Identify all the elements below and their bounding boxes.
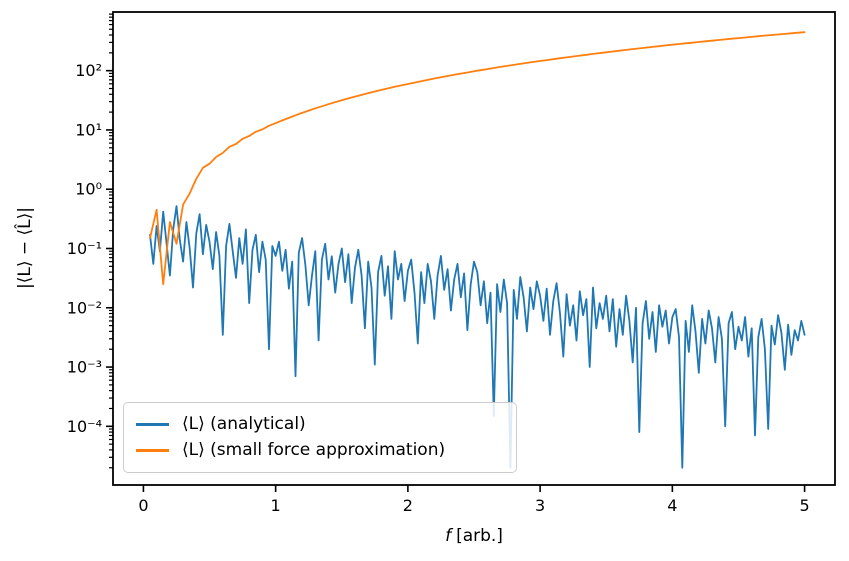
legend-swatch-small-force-approx	[136, 449, 169, 453]
y-axis-ticks: 10² 10¹ 10⁰ 10⁻¹ 10⁻² 10⁻³ 10⁻⁴	[67, 13, 113, 469]
x-axis-ticks: 0 1 2 3 4 5	[138, 485, 810, 515]
y-tick-label: 10²	[75, 61, 102, 80]
x-axis-label-unit: [arb.]	[456, 526, 503, 546]
series-lines	[149, 31, 806, 469]
legend-item-small-force-approx: ⟨L⟩ (small force approximation)	[136, 441, 504, 460]
x-tick-label: 0	[138, 496, 148, 515]
y-tick-label: 10⁻¹	[67, 239, 102, 258]
x-tick-label: 1	[271, 496, 281, 515]
x-tick-label: 3	[535, 496, 545, 515]
y-axis-label: |⟨L⟩ − ⟨L̂⟩|	[14, 207, 35, 289]
x-axis-label: f [arb.]	[445, 526, 503, 546]
y-tick-label: 10⁻³	[67, 358, 102, 377]
legend-swatch-analytical	[136, 422, 169, 426]
y-tick-label: 10¹	[75, 120, 102, 139]
legend-item-analytical: ⟨L⟩ (analytical)	[136, 415, 504, 434]
x-tick-label: 5	[799, 496, 809, 515]
y-tick-label: 10⁰	[75, 180, 102, 199]
legend-label-small-force-approx: ⟨L⟩ (small force approximation)	[182, 440, 446, 461]
x-tick-label: 2	[403, 496, 413, 515]
series-line-1	[149, 31, 806, 286]
x-tick-label: 4	[667, 496, 677, 515]
legend: ⟨L⟩ (analytical) ⟨L⟩ (small force approx…	[123, 402, 517, 473]
y-tick-label: 10⁻²	[67, 298, 102, 317]
legend-label-analytical: ⟨L⟩ (analytical)	[182, 413, 306, 434]
x-axis-label-variable: f	[445, 526, 454, 546]
y-tick-label: 10⁻⁴	[67, 417, 102, 436]
series-line-0	[149, 205, 806, 469]
